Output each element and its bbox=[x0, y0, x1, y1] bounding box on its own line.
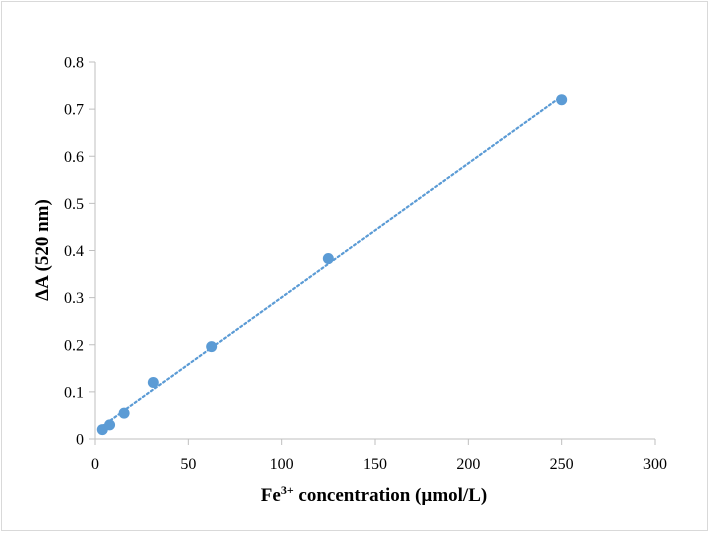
x-axis: 0 50 100 150 200 250 300 bbox=[91, 438, 667, 473]
x-tick-label: 250 bbox=[550, 456, 574, 473]
x-tick-label: 100 bbox=[270, 456, 294, 473]
y-tick-label: 0.8 bbox=[64, 55, 84, 72]
x-tick-label: 50 bbox=[180, 456, 196, 473]
y-axis: 0 0.1 0.2 0.3 0.4 0.5 0.6 0.7 0.8 bbox=[64, 55, 96, 449]
data-point bbox=[104, 419, 116, 431]
y-tick-label: 0.1 bbox=[64, 384, 84, 401]
y-tick-label: 0.7 bbox=[64, 102, 84, 119]
data-point bbox=[556, 94, 568, 106]
y-axis-title: ΔA (520 nm) bbox=[32, 199, 53, 301]
x-tick-label: 200 bbox=[456, 456, 480, 473]
y-tick-label: 0.6 bbox=[64, 149, 84, 166]
x-axis-title-superscript: 3+ bbox=[281, 483, 294, 497]
x-tick-label: 300 bbox=[643, 456, 667, 473]
y-tick-label: 0 bbox=[76, 432, 84, 449]
x-axis-title-prefix: Fe bbox=[261, 485, 281, 506]
x-axis-title: Fe3+ concentration (µmol/L) bbox=[261, 483, 487, 506]
x-axis-title-suffix: concentration (µmol/L) bbox=[294, 485, 488, 506]
y-tick-label: 0.2 bbox=[64, 337, 84, 354]
y-tick-label: 0.5 bbox=[64, 196, 84, 213]
x-tick-label: 0 bbox=[91, 456, 99, 473]
data-point bbox=[322, 253, 334, 265]
y-tick-label: 0.3 bbox=[64, 290, 84, 307]
y-tick-label: 0.4 bbox=[64, 243, 84, 260]
data-point bbox=[147, 376, 159, 388]
data-point bbox=[118, 407, 130, 419]
data-point bbox=[206, 341, 218, 353]
x-tick-label: 150 bbox=[363, 456, 387, 473]
data-points bbox=[96, 94, 568, 436]
